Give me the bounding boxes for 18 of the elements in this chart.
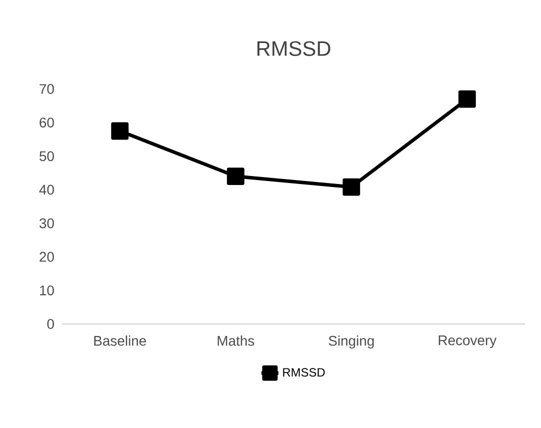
- y-tick-label: 70: [40, 84, 54, 94]
- x-tick-label: Maths: [218, 336, 254, 346]
- point: [111, 122, 129, 140]
- y-tick-label: 40: [39, 184, 54, 195]
- x-tick-label: Recovery: [438, 336, 497, 348]
- y-tick-label: 10: [40, 285, 54, 296]
- x-tick-label: Baseline: [94, 336, 146, 346]
- point: [458, 90, 476, 108]
- chart-title: RMSSD: [257, 41, 330, 56]
- y-tick-label: 20: [40, 252, 54, 262]
- point: [226, 168, 244, 186]
- y-tick-label: 60: [40, 118, 54, 128]
- legend-label: RMSSD: [283, 368, 325, 377]
- point: [342, 178, 360, 196]
- y-tick-label: 0: [47, 319, 54, 329]
- y-tick-label: 30: [40, 218, 54, 228]
- x-tick-label: Singing: [328, 336, 374, 349]
- y-tick-label: 50: [40, 151, 54, 162]
